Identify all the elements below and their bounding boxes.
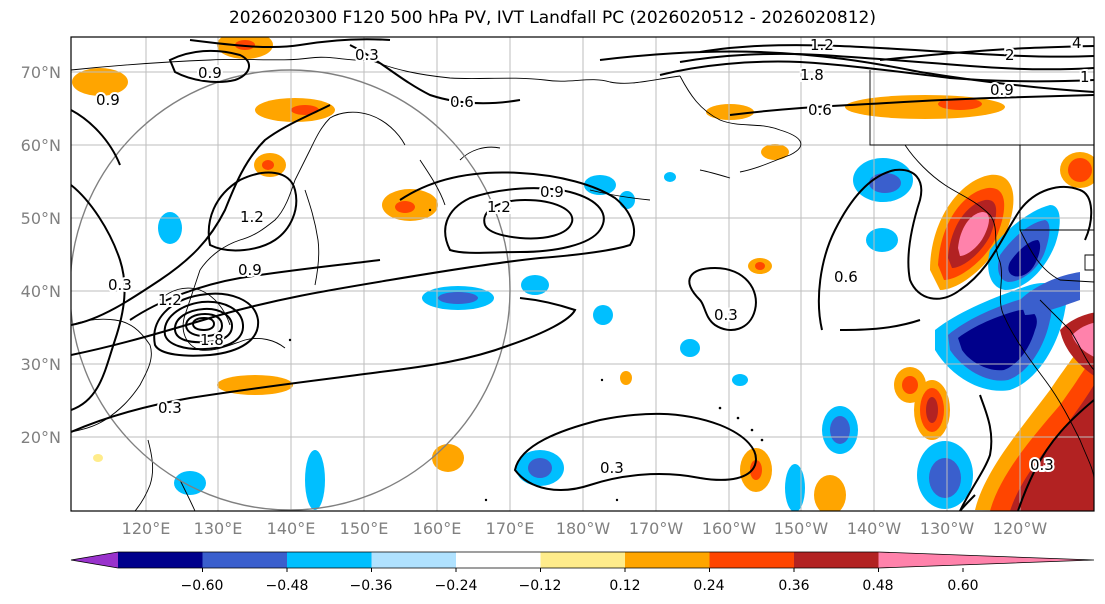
colorbar-segment — [118, 552, 203, 568]
lon-label: 160°W — [702, 519, 757, 538]
lon-label: 140°E — [267, 519, 316, 538]
lat-label: 30°N — [21, 355, 61, 374]
colorbar-tick-labels: −0.60 −0.48 −0.36 −0.24 −0.12 0.12 0.24 … — [181, 578, 979, 594]
colorbar-tick: −0.12 — [519, 578, 562, 594]
lat-label: 20°N — [21, 428, 61, 447]
contour-label: 0.6 — [834, 268, 858, 286]
lat-label: 60°N — [21, 136, 61, 155]
ivt-shading — [72, 37, 1094, 511]
colorbar-outline — [70, 551, 1095, 569]
colorbar-segment — [202, 552, 288, 568]
colorbar-extend-low — [71, 552, 118, 568]
contour-label: 1.8 — [200, 331, 224, 349]
colorbar-tick: −0.60 — [181, 578, 224, 594]
contour-label: 1.2 — [810, 36, 834, 54]
colorbar-segment — [794, 552, 879, 568]
lon-label: 120°W — [993, 519, 1048, 538]
contour-label: 0.3 — [108, 276, 132, 294]
lon-label: 170°W — [629, 519, 684, 538]
colorbar-segment — [709, 552, 795, 568]
lon-label: 120°E — [122, 519, 171, 538]
lon-label: 150°E — [340, 519, 389, 538]
colorbar-segment — [287, 552, 372, 568]
contour-label: 1.2 — [487, 198, 511, 216]
colorbar-tick: 0.48 — [862, 578, 893, 594]
contour-label: 0.9 — [238, 261, 262, 279]
lon-label: 150°W — [774, 519, 829, 538]
contour-label: 4 — [1072, 34, 1082, 52]
colorbar-tick: 0.36 — [778, 578, 809, 594]
contour-label: 1.2 — [240, 208, 264, 226]
contour-label: 1.2 — [158, 291, 182, 309]
graticule — [71, 37, 1094, 511]
pv-contours — [71, 38, 1094, 511]
contour-label: 2 — [1005, 46, 1015, 64]
lat-label: 50°N — [21, 209, 61, 228]
colorbar-segment — [456, 552, 541, 568]
colorbar-segment — [371, 552, 457, 568]
lon-label: 160°E — [413, 519, 462, 538]
colorbar-tick: 0.24 — [693, 578, 724, 594]
contour-label: 0.3 — [355, 46, 379, 64]
colorbar-extend-high — [878, 552, 1094, 568]
latitude-labels: 70°N 60°N 50°N 40°N 30°N 20°N — [21, 63, 61, 447]
colorbar-tick: 0.12 — [609, 578, 640, 594]
lon-label: 130°W — [920, 519, 975, 538]
colorbar-tick: −0.48 — [266, 578, 309, 594]
contour-label: 0.9 — [540, 183, 564, 201]
lon-label: 180°W — [556, 519, 611, 538]
lon-label: 130°E — [194, 519, 243, 538]
colorbar-tick: −0.24 — [435, 578, 478, 594]
colorbar: −0.60 −0.48 −0.36 −0.24 −0.12 0.12 0.24 … — [70, 551, 1095, 594]
colorbar-segment — [540, 552, 626, 568]
contour-label: 0.3 — [714, 306, 738, 324]
lat-label: 40°N — [21, 282, 61, 301]
map-frame — [70, 36, 1095, 512]
lon-label: 140°W — [847, 519, 902, 538]
islands — [288, 208, 764, 502]
contour-label: 0.9 — [198, 64, 222, 82]
contour-label: 0.9 — [990, 81, 1014, 99]
lat-label: 70°N — [21, 63, 61, 82]
contour-label: 0.6 — [808, 101, 832, 119]
contour-label: 0.9 — [96, 91, 120, 109]
colorbar-segments — [70, 551, 1095, 572]
contour-label: 1.8 — [800, 66, 824, 84]
contour-labels: 0.3 0.3 0.3 0.3 0.3 0.3 0.6 0.6 0.6 0.9 … — [94, 34, 1092, 479]
lon-label: 170°E — [486, 519, 535, 538]
map-title: 2026020300 F120 500 hPa PV, IVT Landfall… — [228, 8, 876, 28]
contour-label: 0.3 — [600, 459, 624, 477]
colorbar-tick: −0.36 — [350, 578, 393, 594]
contour-label: 0.3 — [1030, 456, 1054, 474]
colorbar-segment — [625, 552, 710, 568]
colorbar-tick: 0.60 — [947, 578, 978, 594]
range-circle — [71, 69, 511, 511]
contour-label: 0.3 — [158, 399, 182, 417]
longitude-labels: 120°E 130°E 140°E 150°E 160°E 170°E 180°… — [122, 519, 1048, 538]
contour-label: 1 — [1080, 68, 1090, 86]
contour-label: 0.6 — [450, 93, 474, 111]
